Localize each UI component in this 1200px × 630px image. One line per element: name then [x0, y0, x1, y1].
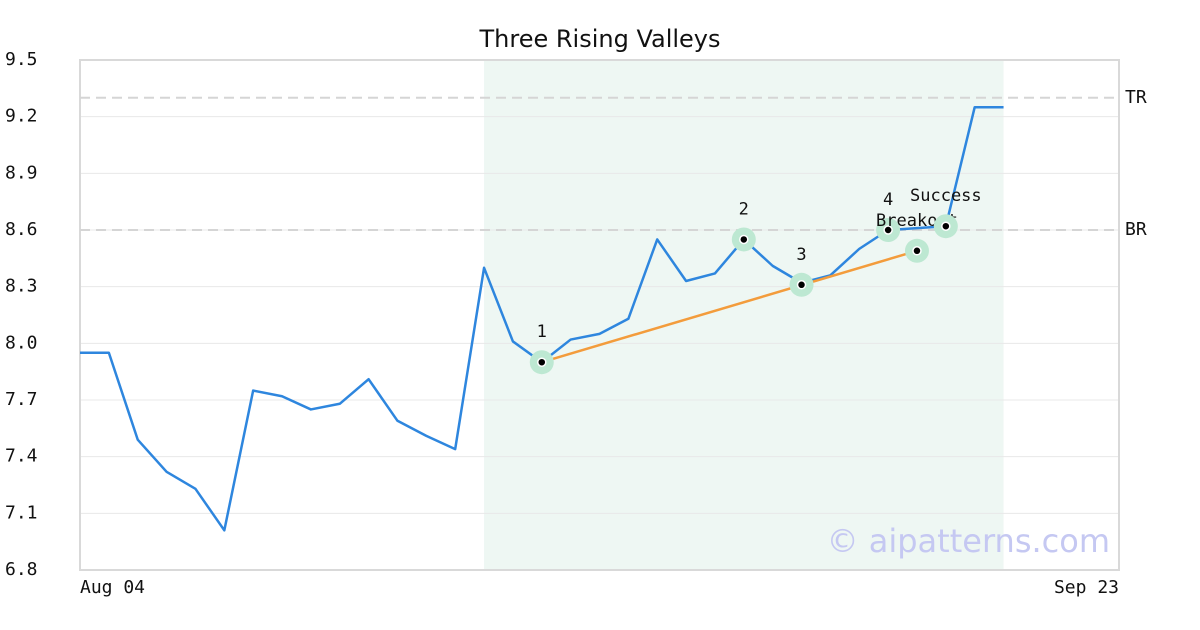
pattern-label: 1: [537, 322, 547, 342]
y-tick-label: 7.1: [5, 502, 38, 523]
x-tick-label: Sep 23: [1054, 577, 1119, 598]
y-tick-label: 8.3: [5, 276, 38, 297]
y-tick-label: 8.0: [5, 332, 38, 353]
level-label: TR: [1125, 87, 1147, 108]
trend-line: [541, 249, 918, 364]
y-tick-label: 8.9: [5, 162, 38, 183]
watermark: © aipatterns.com: [827, 522, 1110, 560]
x-tick-label: Aug 04: [80, 577, 145, 598]
chart-title: Three Rising Valleys: [478, 25, 720, 53]
y-tick-label: 7.4: [5, 446, 38, 467]
pattern-point: [739, 234, 749, 245]
level-label: BR: [1125, 219, 1147, 240]
pattern-point: [796, 280, 807, 290]
pattern-point: [941, 221, 951, 231]
pattern-point: [912, 246, 922, 256]
y-tick-label: 9.5: [5, 49, 38, 70]
pattern-label: 2: [739, 199, 749, 219]
y-tick-label: 9.2: [5, 106, 38, 127]
pattern-label: 4: [883, 190, 893, 210]
plot-frame: [79, 59, 1120, 571]
pattern-point: [883, 225, 893, 235]
pattern-label: 3: [796, 245, 806, 265]
pattern-label: Success: [910, 186, 982, 206]
y-tick-label: 7.7: [5, 389, 38, 410]
pattern-region: [484, 60, 1004, 570]
y-tick-label: 6.8: [5, 559, 38, 580]
pattern-point: [537, 357, 547, 367]
y-tick-label: 8.6: [5, 219, 38, 240]
